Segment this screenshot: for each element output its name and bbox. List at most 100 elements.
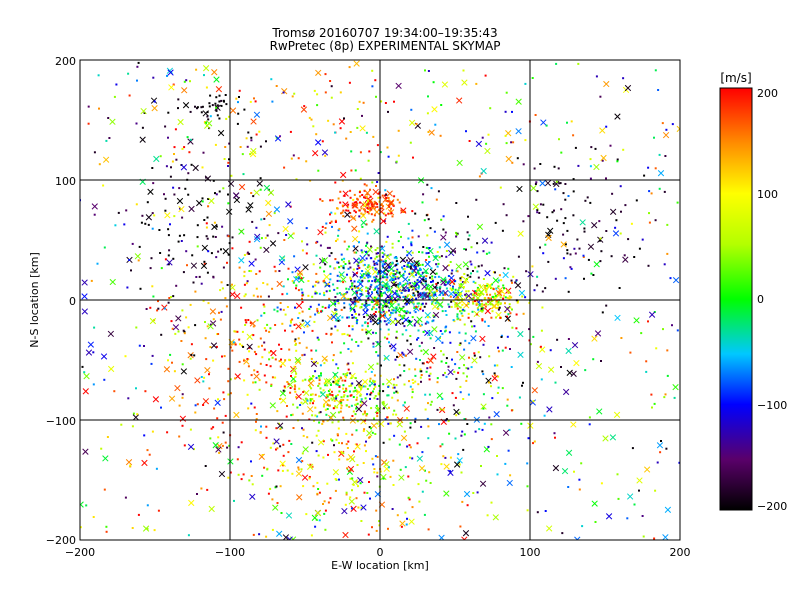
- data-point: [334, 258, 337, 261]
- data-point: [447, 275, 450, 277]
- data-point-x-marker: [218, 470, 226, 478]
- data-point: [492, 288, 495, 291]
- data-point: [408, 444, 411, 447]
- data-point: [209, 346, 212, 348]
- data-point: [663, 190, 666, 193]
- data-point: [348, 316, 350, 319]
- data-point: [445, 375, 448, 378]
- data-point: [237, 112, 240, 115]
- data-point: [383, 276, 386, 279]
- data-point: [341, 211, 344, 214]
- data-point: [398, 363, 401, 366]
- data-point: [457, 453, 460, 456]
- data-point: [439, 336, 441, 339]
- data-point-x-marker: [315, 69, 322, 76]
- data-point: [369, 377, 372, 380]
- data-point: [380, 314, 382, 317]
- data-point: [350, 404, 353, 407]
- data-point-x-marker: [373, 208, 380, 216]
- data-point: [281, 322, 284, 325]
- data-point: [370, 407, 373, 410]
- data-point: [173, 146, 176, 149]
- data-point: [655, 347, 658, 350]
- data-point: [301, 412, 304, 415]
- data-point: [358, 261, 361, 264]
- data-point: [463, 348, 466, 351]
- data-point: [181, 147, 184, 150]
- data-point: [273, 308, 276, 311]
- data-point: [391, 278, 394, 280]
- data-point: [586, 196, 589, 199]
- data-point: [429, 227, 432, 230]
- data-point-x-marker: [307, 380, 315, 387]
- data-point: [409, 422, 412, 425]
- data-point: [467, 215, 469, 218]
- data-point: [302, 428, 305, 431]
- data-point: [489, 107, 492, 110]
- data-point: [248, 350, 251, 353]
- data-point: [507, 267, 510, 270]
- data-point: [266, 283, 269, 286]
- data-point: [417, 235, 420, 238]
- data-point: [371, 457, 374, 460]
- data-point: [365, 286, 368, 289]
- data-point: [377, 293, 380, 296]
- data-point: [442, 215, 445, 218]
- data-point-x-marker: [301, 474, 309, 481]
- data-point-x-marker: [600, 154, 607, 162]
- data-point: [263, 327, 266, 330]
- data-point: [340, 399, 343, 401]
- data-point-x-marker: [227, 180, 235, 187]
- data-point: [194, 105, 196, 108]
- data-point: [213, 221, 216, 224]
- data-point: [342, 387, 345, 390]
- data-point: [209, 94, 212, 97]
- data-point: [286, 405, 288, 407]
- data-point: [319, 266, 322, 269]
- data-point: [360, 520, 363, 522]
- data-point: [242, 473, 245, 476]
- data-point: [381, 194, 384, 197]
- data-point-x-marker: [187, 138, 194, 145]
- data-point-x-marker: [636, 477, 643, 484]
- data-point: [364, 328, 367, 331]
- data-point: [426, 320, 429, 323]
- data-point: [472, 280, 475, 283]
- data-point: [250, 475, 253, 477]
- data-point: [214, 143, 217, 146]
- data-point-x-marker: [517, 330, 524, 338]
- data-point: [273, 265, 276, 268]
- data-point-x-marker: [431, 106, 438, 113]
- data-point: [164, 125, 167, 128]
- data-point: [384, 259, 387, 262]
- data-point: [247, 131, 250, 134]
- data-point: [461, 500, 464, 503]
- data-point: [392, 276, 395, 279]
- data-point-x-marker: [248, 260, 255, 267]
- data-point: [454, 303, 457, 306]
- data-point: [190, 343, 193, 346]
- data-point: [427, 402, 429, 405]
- data-point: [395, 263, 398, 266]
- data-point-x-marker: [81, 308, 88, 315]
- data-point: [488, 251, 491, 254]
- data-point: [401, 351, 404, 354]
- data-point: [368, 303, 371, 306]
- data-point-x-marker: [430, 353, 437, 360]
- data-point: [482, 373, 485, 376]
- data-point-x-marker: [603, 80, 610, 88]
- data-point: [265, 436, 268, 439]
- data-point: [605, 230, 608, 232]
- data-point: [402, 289, 405, 292]
- data-point: [141, 126, 144, 129]
- data-point-x-marker: [402, 276, 409, 283]
- data-point: [449, 295, 452, 298]
- data-point: [380, 575, 382, 577]
- data-point: [366, 241, 369, 244]
- data-point: [334, 219, 337, 222]
- data-point: [484, 305, 487, 308]
- data-point: [349, 477, 352, 480]
- data-point-x-marker: [253, 373, 260, 380]
- data-point: [335, 395, 338, 398]
- data-point-x-marker: [614, 314, 621, 322]
